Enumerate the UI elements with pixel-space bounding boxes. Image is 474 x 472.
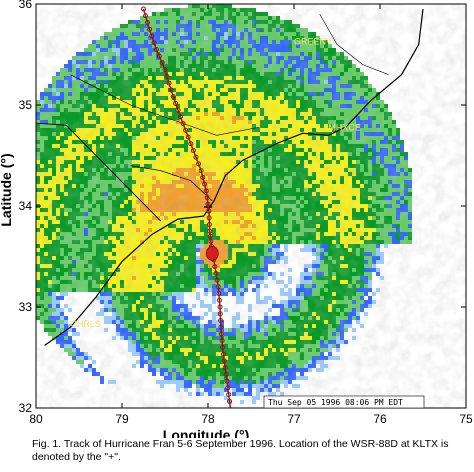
plot-area: GREENVMHXCECHRLS xyxy=(36,4,466,408)
radar-figure: GREENVMHXCECHRLS 80 79 78 77 76 753233343536 … xyxy=(0,0,473,438)
